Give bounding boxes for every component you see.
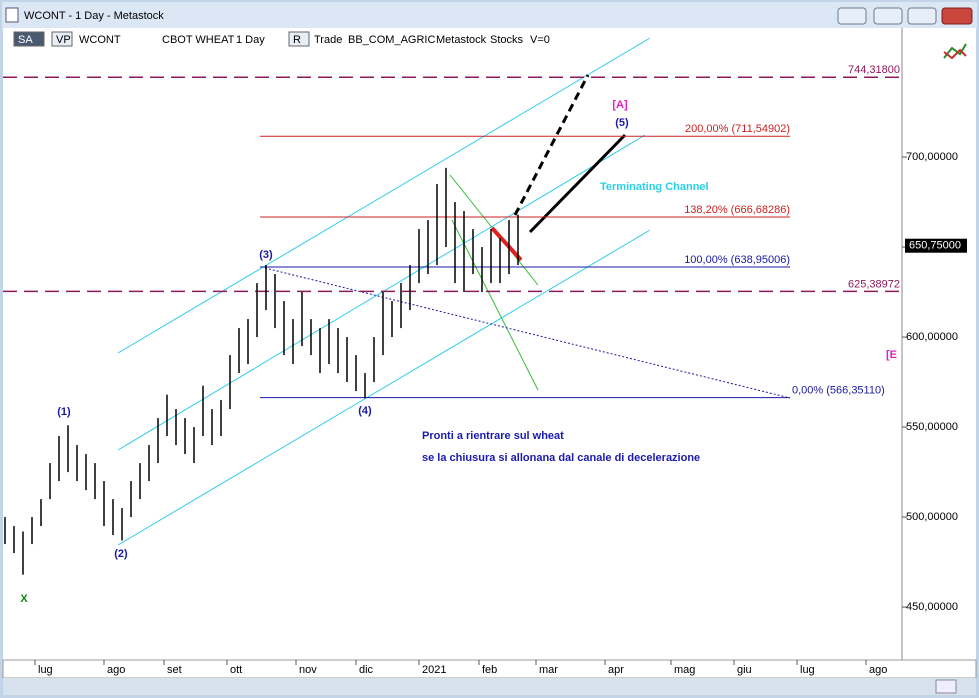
icon-path [943, 48, 967, 60]
x-tick-label: lug [38, 664, 53, 676]
y-tick-label: 550,00000 [906, 421, 958, 433]
toolbar-item: 1 Day [236, 34, 265, 46]
annotation: (4) [358, 405, 372, 417]
projection-line [513, 74, 590, 216]
x-tick-label: 2021 [422, 664, 446, 676]
y-axis-area [902, 28, 976, 660]
minimize-button[interactable] [873, 7, 903, 25]
x-tick-label: giu [737, 664, 752, 676]
y-tick-label: 600,00000 [906, 331, 958, 343]
x-tick-label: ago [869, 664, 887, 676]
x-tick-label: lug [800, 664, 815, 676]
annotation: Terminating Channel [600, 181, 709, 193]
toolbar-button[interactable] [13, 31, 45, 47]
drawings [117, 37, 791, 546]
x-tick-label: ott [230, 664, 242, 676]
level-label: 625,38972 [848, 278, 900, 290]
toolbar-item: CBOT WHEAT [162, 34, 235, 46]
channel-line [117, 134, 646, 451]
toolbar-button[interactable] [51, 31, 73, 47]
annotation: [E [886, 349, 897, 361]
plot-area [3, 28, 902, 660]
x-tick-label: mag [674, 664, 695, 676]
x-tick-label: mar [539, 664, 558, 676]
level-label: 100,00% (638,95006) [684, 254, 790, 266]
chart-icon[interactable] [943, 43, 967, 60]
x-tick-label: feb [482, 664, 497, 676]
annotation: (3) [259, 249, 273, 261]
price-bars [4, 167, 519, 575]
toolbar-item: SA [18, 34, 33, 46]
y-tick-label: 700,00000 [906, 151, 958, 163]
app-icon [5, 7, 19, 23]
title-bar [2, 2, 977, 28]
restore-button[interactable] [837, 7, 867, 25]
level-label: 744,31800 [848, 64, 900, 76]
toolbar-item: R [293, 34, 301, 46]
annotation: X [20, 593, 28, 605]
toolbar-item: WCONT [79, 34, 121, 46]
toolbar-button[interactable] [288, 31, 310, 47]
icon-path [943, 43, 967, 59]
x-tick-label: ago [107, 664, 125, 676]
x-tick-label: apr [608, 664, 624, 676]
x-tick-label: dic [359, 664, 374, 676]
annotation: se la chiusura si allonana dal canale di… [422, 452, 700, 464]
toolbar-item: VP [56, 34, 71, 46]
toolbar-item: Trade [314, 34, 342, 46]
last-price-tag [905, 238, 967, 253]
scroll-button[interactable] [935, 679, 957, 694]
annotation: (5) [615, 117, 629, 129]
last-price-label: 650,75000 [909, 240, 961, 252]
y-tick-label: 500,00000 [906, 511, 958, 523]
channel-line [117, 229, 651, 546]
level-label: 200,00% (711,54902) [685, 123, 790, 135]
level-label: 138,20% (666,68286) [684, 204, 790, 216]
x-tick-label: nov [299, 664, 317, 676]
maximize-button[interactable] [907, 7, 937, 25]
annotation: [A] [612, 99, 628, 111]
x-tick-label: set [167, 664, 182, 676]
toolbar-item: V=0 [530, 34, 550, 46]
toolbar-item: BB_COM_AGRIC [348, 34, 435, 46]
annotation: (1) [57, 406, 71, 418]
status-bar [3, 678, 976, 695]
window-title: WCONT - 1 Day - Metastock [24, 10, 164, 22]
channel-line [117, 37, 651, 354]
toolbar-item: Metastock [436, 34, 487, 46]
toolbar-item: Stocks [490, 34, 524, 46]
level-label: 0,00% (566,35110) [792, 385, 885, 397]
y-tick-label: 450,00000 [906, 601, 958, 613]
annotation: Pronti a rientrare sul wheat [422, 430, 564, 442]
trend-line [490, 226, 523, 262]
close-button[interactable] [941, 7, 973, 25]
projection-line [528, 133, 627, 234]
trend-line [451, 219, 539, 391]
annotation: (2) [114, 548, 128, 560]
